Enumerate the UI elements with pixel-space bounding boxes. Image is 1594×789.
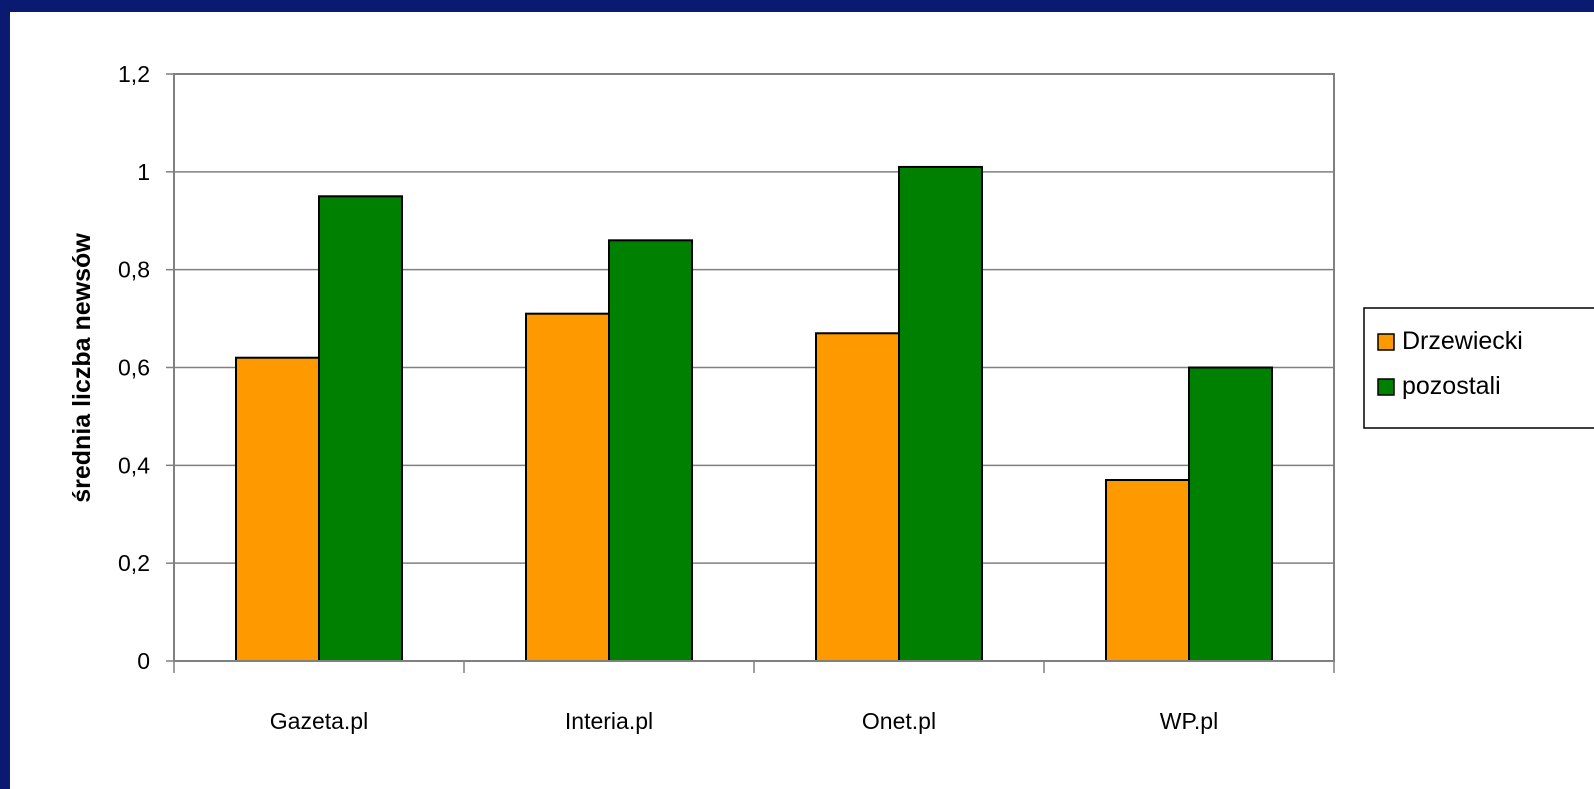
- bar-pozostali-onet-pl: [898, 165, 983, 662]
- y-tick-label: 1: [137, 159, 150, 185]
- legend-swatch: [1377, 333, 1395, 351]
- y-tick-label: 0,8: [118, 257, 150, 283]
- x-tick-label: WP.pl: [1160, 708, 1218, 734]
- y-axis-label: średnia liczba newsów: [68, 233, 96, 503]
- bar-pozostali-wp-pl: [1188, 366, 1273, 662]
- y-tick-label: 0,2: [118, 550, 150, 576]
- x-tick-label: Gazeta.pl: [270, 708, 368, 734]
- bar-chart: 0 0,2 0,4 0,6 0,8 1 1,2 Gazeta.pl Interia.pl Onet…: [68, 61, 1594, 734]
- bar-drzewiecki-gazeta-pl: [235, 356, 320, 662]
- bar-pozostali-interia-pl: [608, 239, 693, 662]
- x-tick-label: Onet.pl: [862, 708, 936, 734]
- bar-drzewiecki-onet-pl: [815, 332, 900, 662]
- legend-swatch: [1377, 378, 1395, 396]
- y-tick-label: 0,6: [118, 355, 150, 381]
- legend-label: Drzewiecki: [1402, 327, 1523, 355]
- bar-drzewiecki-wp-pl: [1105, 479, 1190, 662]
- y-tick-label: 0: [137, 648, 150, 674]
- chart-frame: 0 0,2 0,4 0,6 0,8 1 1,2 Gazeta.pl Interia.pl Onet…: [10, 12, 1594, 789]
- bar-pozostali-gazeta-pl: [318, 195, 403, 663]
- legend: Drzewiecki pozostali: [1363, 307, 1594, 429]
- legend-box: [1363, 307, 1594, 429]
- y-tick-label: 0,4: [118, 452, 150, 478]
- bar-drzewiecki-interia-pl: [525, 312, 610, 662]
- axes: 0 0,2 0,4 0,6 0,8 1 1,2 Gazeta.pl Interia.pl Onet…: [118, 61, 1335, 734]
- bars: [235, 165, 1273, 663]
- x-tick-label: Interia.pl: [565, 708, 653, 734]
- legend-label: pozostali: [1402, 372, 1501, 400]
- y-tick-label: 1,2: [118, 61, 150, 87]
